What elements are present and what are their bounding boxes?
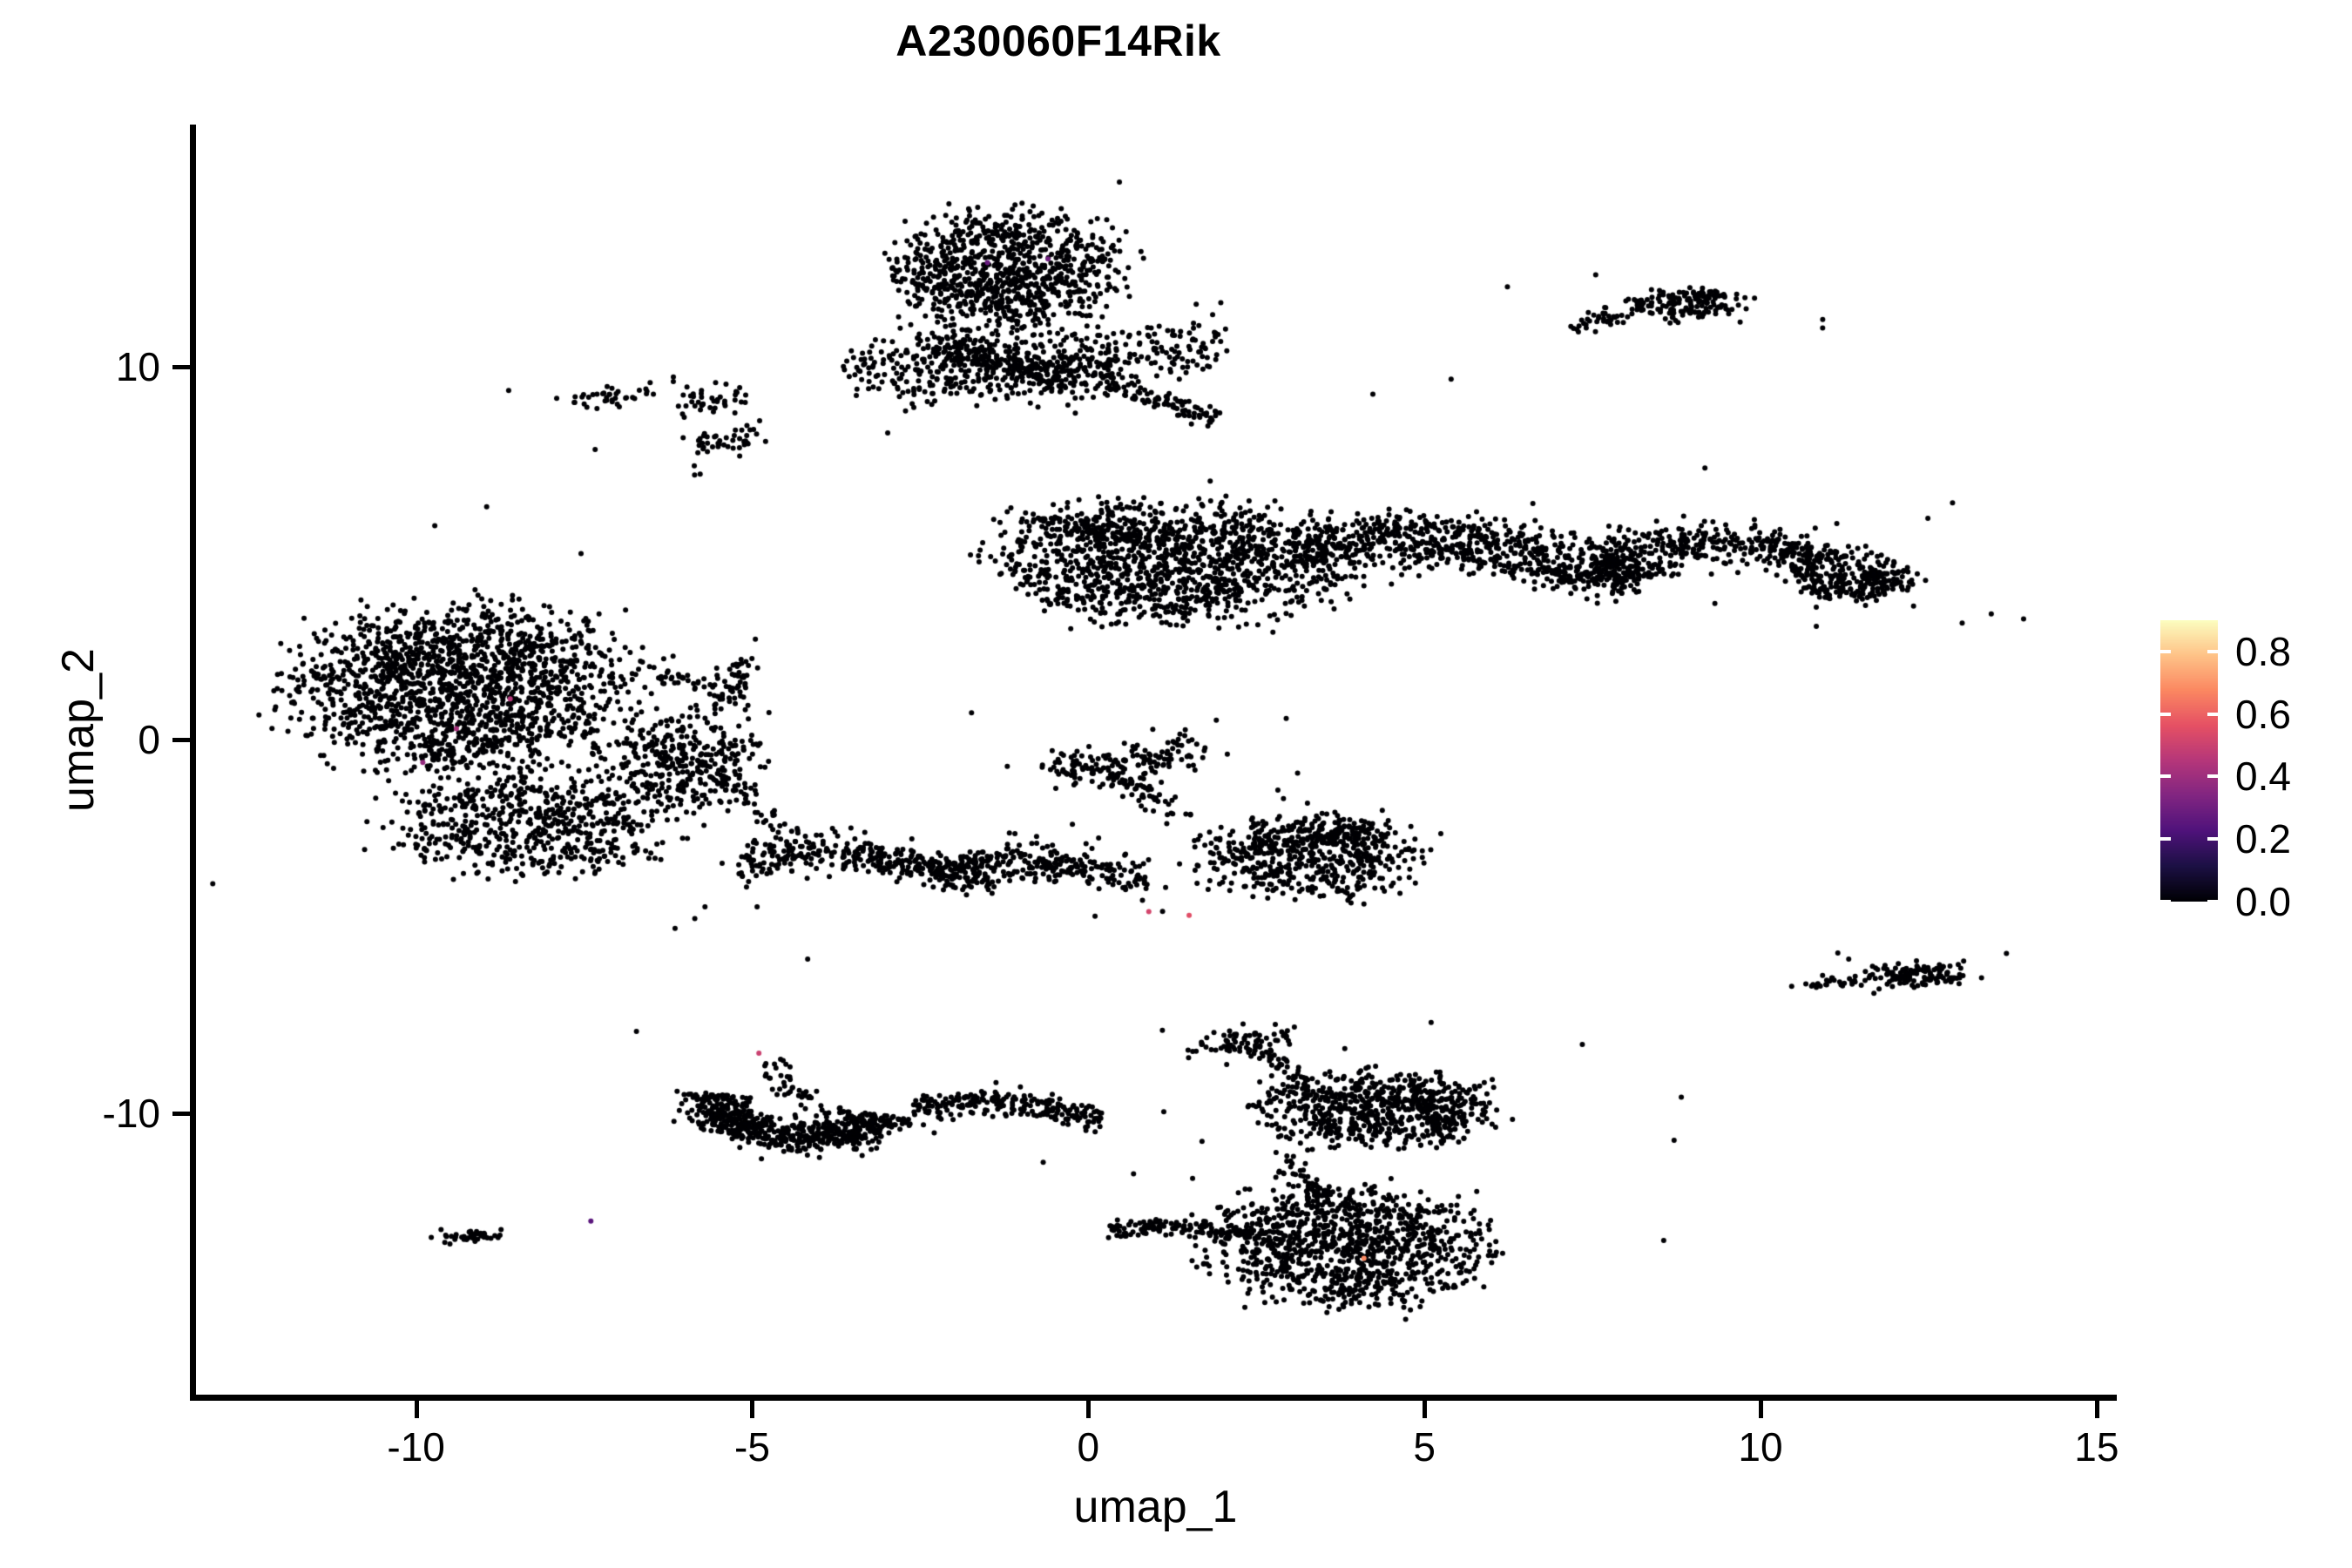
- x-tick-mark: [750, 1401, 755, 1418]
- plot-panel: [194, 125, 2117, 1396]
- colorbar-tick-label: 0.2: [2235, 816, 2291, 862]
- x-tick-label: -5: [734, 1424, 770, 1470]
- colorbar-tick-mark: [2160, 900, 2171, 903]
- scatter-canvas: [194, 125, 2117, 1396]
- x-tick-mark: [1759, 1401, 1763, 1418]
- y-tick-label: 10: [115, 344, 160, 390]
- x-tick-label: 5: [1413, 1424, 1436, 1470]
- colorbar-tick-mark: [2207, 900, 2218, 903]
- x-tick-label: 0: [1077, 1424, 1100, 1470]
- colorbar-tick-label: 0.0: [2235, 879, 2291, 924]
- colorbar-tick-label: 0.6: [2235, 691, 2291, 737]
- colorbar-gradient: [2160, 620, 2218, 902]
- x-tick-label: 15: [2074, 1424, 2119, 1470]
- colorbar-tick-mark: [2207, 774, 2218, 779]
- y-tick-mark: [172, 1111, 190, 1116]
- colorbar-tick-mark: [2207, 649, 2218, 653]
- colorbar-legend: 0.8 0.6 0.4 0.2 0.0: [2160, 620, 2335, 924]
- colorbar-tick-mark: [2160, 712, 2171, 716]
- x-tick-label: -10: [387, 1424, 445, 1470]
- y-axis-title: umap_2: [53, 648, 104, 812]
- colorbar-tick-label: 0.8: [2235, 628, 2291, 674]
- x-tick-mark: [2094, 1401, 2099, 1418]
- y-tick-mark: [172, 738, 190, 743]
- colorbar-tick-mark: [2160, 649, 2171, 653]
- colorbar-tick-mark: [2160, 774, 2171, 779]
- colorbar-tick-mark: [2160, 837, 2171, 841]
- colorbar-tick-mark: [2207, 837, 2218, 841]
- x-tick-label: 10: [1738, 1424, 1783, 1470]
- y-tick-mark: [172, 365, 190, 370]
- page-title: A230060F14Rik: [896, 17, 1221, 65]
- x-tick-mark: [1086, 1401, 1092, 1418]
- y-tick-label: -10: [102, 1090, 160, 1136]
- x-axis-title: umap_1: [1073, 1482, 1238, 1532]
- colorbar-tick-label: 0.4: [2235, 754, 2291, 800]
- x-axis-line: [190, 1395, 2117, 1401]
- y-axis-line: [190, 125, 196, 1401]
- colorbar-tick-mark: [2207, 712, 2218, 716]
- x-tick-mark: [414, 1401, 419, 1418]
- x-tick-mark: [1423, 1401, 1428, 1418]
- y-tick-label: 0: [138, 717, 160, 763]
